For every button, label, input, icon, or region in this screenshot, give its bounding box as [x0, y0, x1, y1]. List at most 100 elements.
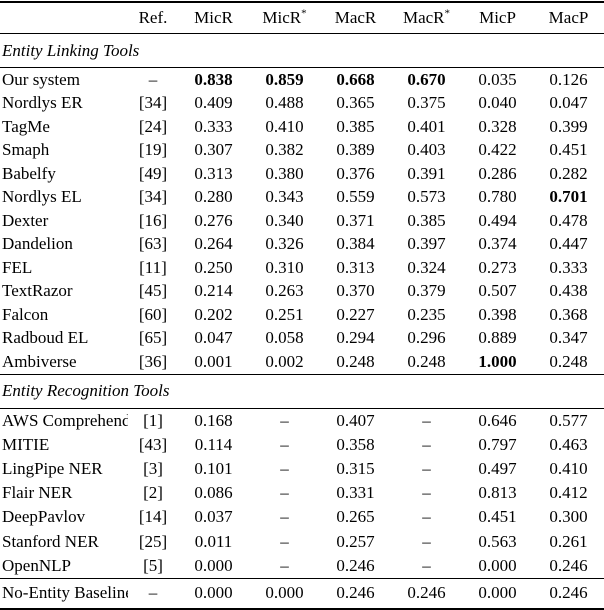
ref-cell: [5] [143, 555, 163, 575]
tool-name: Our system [2, 69, 80, 89]
ref-cell: [19] [138, 140, 168, 160]
ref-cell: [11] [139, 257, 167, 277]
value-cell: 0.126 [549, 69, 588, 89]
ref-cell: [25] [138, 531, 168, 551]
value-cell: – [280, 410, 289, 430]
value-cell: 0.577 [549, 410, 588, 430]
value-cell: – [280, 458, 289, 478]
table-row: Stanford NER [25] 0.011 – 0.257 – 0.563 … [0, 529, 604, 553]
value-cell: 0.310 [265, 257, 304, 277]
value-cell: 0.385 [336, 116, 375, 136]
value-cell: 0.379 [407, 281, 446, 301]
column-header-label: MicR [262, 8, 302, 27]
section-title: Entity Recognition Tools [0, 373, 604, 409]
ref-cell: [36] [138, 351, 168, 371]
ref-cell: – [148, 69, 158, 89]
value-cell: 0.389 [336, 140, 375, 160]
ref-cell: [24] [138, 116, 168, 136]
value-cell: 0.246 [320, 577, 391, 609]
table-row: Smaph [19] 0.307 0.382 0.389 0.403 0.422… [0, 139, 604, 163]
value-cell: 0.365 [336, 93, 375, 113]
value-cell: 0.397 [407, 234, 446, 254]
value-cell: 0.168 [194, 410, 233, 430]
table-row: LingPipe NER [3] 0.101 – 0.315 – 0.497 0… [0, 457, 604, 481]
column-header-label: MacR [334, 8, 377, 27]
value-cell: 0.668 [336, 69, 375, 89]
tool-name: Flair NER [2, 483, 73, 503]
value-cell: 0.409 [194, 93, 233, 113]
value-cell: 0.282 [549, 163, 588, 183]
value-cell: 0.315 [336, 458, 375, 478]
column-header-label: MacP [548, 8, 589, 27]
value-cell: 0.451 [478, 507, 517, 527]
value-cell: 0.451 [549, 140, 588, 160]
value-cell: 0.331 [336, 483, 375, 503]
tool-name: MITIE [2, 434, 50, 454]
value-cell: 0.343 [265, 187, 304, 207]
column-header-name [0, 2, 128, 34]
value-cell: 0.000 [478, 555, 517, 575]
value-cell: – [422, 555, 431, 575]
value-cell: 0.889 [478, 328, 517, 348]
tool-name: Stanford NER [2, 531, 99, 551]
value-cell: 0.838 [194, 69, 233, 89]
tool-name: AWS Comprehend [2, 410, 128, 430]
column-header-macr-star: MacR* [391, 2, 462, 34]
value-cell: 0.235 [407, 304, 446, 324]
value-cell: 0.047 [549, 93, 588, 113]
value-cell: 0.384 [336, 234, 375, 254]
table-row: Radboud EL [65] 0.047 0.058 0.294 0.296 … [0, 327, 604, 351]
value-cell: 0.273 [478, 257, 517, 277]
value-cell: 0.385 [407, 210, 446, 230]
value-cell: 0.276 [194, 210, 233, 230]
value-cell: – [422, 531, 431, 551]
value-cell: 0.380 [265, 163, 304, 183]
value-cell: – [280, 483, 289, 503]
ref-cell: [45] [138, 281, 168, 301]
value-cell: 0.333 [194, 116, 233, 136]
column-header-sup: * [301, 7, 307, 20]
tool-name: Dandelion [2, 234, 73, 254]
column-header-micp: MicP [462, 2, 533, 34]
value-cell: 0.313 [194, 163, 233, 183]
section-header-entity-linking: Entity Linking Tools [0, 33, 604, 68]
value-cell: 0.382 [265, 140, 304, 160]
value-cell: 0.358 [336, 434, 375, 454]
value-cell: 0.202 [194, 304, 233, 324]
value-cell: 0.280 [194, 187, 233, 207]
value-cell: 0.257 [336, 531, 375, 551]
tool-name: DeepPavlov [2, 507, 86, 527]
section-header-entity-recognition: Entity Recognition Tools [0, 373, 604, 409]
value-cell: 0.410 [549, 458, 588, 478]
value-cell: 0.227 [336, 304, 375, 324]
table-row: Nordlys EL [34] 0.280 0.343 0.559 0.573 … [0, 186, 604, 210]
value-cell: 0.214 [194, 281, 233, 301]
value-cell: – [422, 458, 431, 478]
table-row: MITIE [43] 0.114 – 0.358 – 0.797 0.463 [0, 433, 604, 457]
value-cell: 0.407 [336, 410, 375, 430]
tool-name: Nordlys EL [2, 187, 82, 207]
ref-cell: – [128, 577, 178, 609]
value-cell: 0.000 [462, 577, 533, 609]
ref-cell: [2] [143, 483, 163, 503]
value-cell: 0.246 [336, 555, 375, 575]
value-cell: 0.563 [478, 531, 517, 551]
ref-cell: [14] [138, 507, 168, 527]
table-header: Ref. MicR MicR* MacR MacR* MicP MacP [0, 2, 604, 34]
value-cell: 0.376 [336, 163, 375, 183]
column-header-macp: MacP [533, 2, 604, 34]
value-cell: 0.507 [478, 281, 517, 301]
tool-name: Nordlys ER [2, 93, 83, 113]
value-cell: 0.263 [265, 281, 304, 301]
value-cell: – [422, 410, 431, 430]
ref-cell: [63] [138, 234, 168, 254]
value-cell: 0.248 [336, 351, 375, 371]
ref-cell: [49] [138, 163, 168, 183]
value-cell: 0.114 [194, 434, 233, 454]
table-row: OpenNLP [5] 0.000 – 0.246 – 0.000 0.246 [0, 554, 604, 579]
tool-name: TagMe [2, 116, 50, 136]
value-cell: 0.391 [407, 163, 446, 183]
value-cell: 0.494 [478, 210, 517, 230]
value-cell: 0.412 [549, 483, 588, 503]
